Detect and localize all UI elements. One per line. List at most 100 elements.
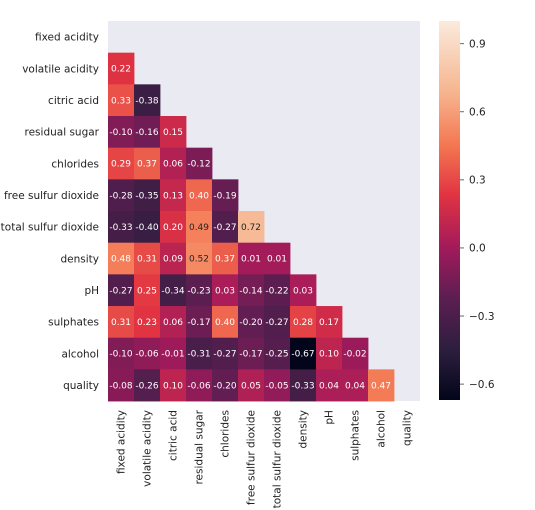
- cell-value-label: -0.38: [135, 96, 159, 106]
- colorbar-tick-label: −0.3: [469, 311, 495, 323]
- heatmap-cell-chlorides-residual-sugar: [186, 147, 213, 180]
- y-tick-labels: fixed acidity volatile acidity citric acid…: [1, 32, 100, 392]
- cell-value-label: 0.01: [241, 255, 261, 265]
- heatmap-cell-sulphates-free-sulfur-dioxide: [238, 306, 265, 339]
- x-tick-label-volatile-acidity: volatile acidity: [142, 410, 154, 487]
- heatmap-cell-density-citric-acid: [160, 242, 187, 275]
- heatmap-cell-total-sulfur-dioxide-chlorides: [212, 211, 239, 244]
- cell-value-label: 0.49: [189, 223, 209, 233]
- heatmap-cell-ph-residual-sugar: [186, 274, 213, 307]
- cell-value-label: 0.06: [163, 318, 183, 328]
- cell-value-label: -0.67: [291, 350, 314, 360]
- y-tick-label-alcohol: alcohol: [61, 348, 99, 360]
- heatmap-cell-alcohol-free-sulfur-dioxide: [238, 337, 265, 370]
- heatmap-cell-alcohol-sulphates: [342, 337, 369, 370]
- heatmap-cell-sulphates-density: [290, 306, 317, 339]
- cell-value-label: -0.01: [161, 350, 184, 360]
- cell-value-label: 0.20: [163, 223, 183, 233]
- heatmap-cell-chlorides-fixed-acidity: [108, 147, 135, 180]
- heatmap-cell-density-free-sulfur-dioxide: [238, 242, 265, 275]
- y-tick-label-quality: quality: [63, 380, 99, 392]
- x-tick-label-free-sulfur-dioxide: free sulfur dioxide: [246, 410, 258, 505]
- heatmap-cell-sulphates-citric-acid: [160, 306, 187, 339]
- heatmap-cell-chlorides-citric-acid: [160, 147, 187, 180]
- heatmap-cell-ph-volatile-acidity: [134, 274, 161, 307]
- y-tick-label-ph: pH: [84, 285, 99, 297]
- y-tick-label-total-sulfur-dioxide: total sulfur dioxide: [1, 222, 99, 234]
- cell-value-label: 0.29: [111, 160, 131, 170]
- x-tick-label-ph: pH: [324, 410, 336, 425]
- heatmap-cell-residual-sugar-volatile-acidity: [134, 116, 161, 149]
- cell-value-label: -0.17: [239, 350, 262, 360]
- cell-value-label: -0.12: [187, 160, 210, 170]
- cell-value-label: -0.17: [187, 318, 210, 328]
- cell-value-label: 0.25: [137, 286, 157, 296]
- heatmap-cell-labels: 0.220.33 -0.38-0.10 -0.16 0.150.29 0.37 0.06-…: [109, 65, 391, 392]
- cell-value-label: 0.33: [111, 96, 131, 106]
- heatmap-cell-alcohol-density: [290, 337, 317, 370]
- y-tick-label-free-sulfur-dioxide: free sulfur dioxide: [4, 190, 99, 202]
- cell-value-label: -0.08: [109, 381, 133, 391]
- cell-value-label: -0.27: [265, 318, 288, 328]
- heatmap-cell-alcohol-ph: [316, 337, 343, 370]
- cell-value-label: -0.31: [187, 350, 210, 360]
- heatmap-cell-free-sulfur-dioxide-volatile-acidity: [134, 179, 161, 212]
- cell-value-label: 0.09: [163, 255, 183, 265]
- cell-value-label: -0.05: [265, 381, 288, 391]
- heatmap-cells: [108, 52, 395, 402]
- heatmap-cell-sulphates-chlorides: [212, 306, 239, 339]
- cell-value-label: 0.10: [163, 381, 183, 391]
- heatmap-cell-residual-sugar-citric-acid: [160, 116, 187, 149]
- colorbar-tick-label: −0.6: [469, 379, 495, 391]
- heatmap-cell-free-sulfur-dioxide-residual-sugar: [186, 179, 213, 212]
- cell-value-label: 0.72: [241, 223, 261, 233]
- cell-value-label: 0.52: [189, 255, 209, 265]
- heatmap-cell-sulphates-volatile-acidity: [134, 306, 161, 339]
- heatmap-cell-ph-citric-acid: [160, 274, 187, 307]
- heatmap-cell-alcohol-residual-sugar: [186, 337, 213, 370]
- cell-value-label: 0.37: [137, 160, 157, 170]
- heatmap-cell-alcohol-chlorides: [212, 337, 239, 370]
- heatmap-cell-quality-residual-sugar: [186, 369, 213, 402]
- heatmap-cell-sulphates-total-sulfur-dioxide: [264, 306, 291, 339]
- cell-value-label: 0.13: [163, 191, 183, 201]
- cell-value-label: 0.04: [319, 381, 339, 391]
- y-tick-label-volatile-acidity: volatile acidity: [22, 63, 99, 75]
- cell-value-label: 0.37: [215, 255, 235, 265]
- cell-value-label: 0.04: [345, 381, 365, 391]
- y-tick-label-density: density: [61, 253, 100, 265]
- cell-value-label: -0.19: [213, 191, 237, 201]
- cell-value-label: -0.06: [187, 381, 211, 391]
- cell-value-label: -0.23: [187, 286, 210, 296]
- cell-value-label: -0.22: [265, 286, 288, 296]
- cell-value-label: 0.48: [111, 255, 131, 265]
- heatmap-cell-quality-sulphates: [342, 369, 369, 402]
- y-tick-label-citric-acid: citric acid: [48, 95, 99, 107]
- cell-value-label: -0.20: [239, 318, 263, 328]
- colorbar-tick-label: 0.0: [469, 243, 486, 255]
- x-tick-label-chlorides: chlorides: [220, 410, 232, 458]
- x-tick-label-quality: quality: [402, 410, 414, 446]
- heatmap-cell-total-sulfur-dioxide-free-sulfur-dioxide: [238, 211, 265, 244]
- colorbar: [439, 21, 460, 400]
- heatmap-cell-residual-sugar-fixed-acidity: [108, 116, 135, 149]
- heatmap-cell-sulphates-ph: [316, 306, 343, 339]
- heatmap-cell-alcohol-volatile-acidity: [134, 337, 161, 370]
- x-tick-label-alcohol: alcohol: [376, 410, 388, 448]
- heatmap-cell-chlorides-volatile-acidity: [134, 147, 161, 180]
- cell-value-label: 0.47: [371, 381, 391, 391]
- x-tick-labels: fixed acidity volatile acidity citric acid…: [116, 409, 414, 508]
- y-tick-label-fixed-acidity: fixed acidity: [35, 32, 99, 44]
- cell-value-label: 0.40: [215, 318, 235, 328]
- heatmap-cell-free-sulfur-dioxide-citric-acid: [160, 179, 187, 212]
- cell-value-label: 0.31: [137, 255, 157, 265]
- y-tick-label-residual-sugar: residual sugar: [25, 127, 100, 139]
- cell-value-label: -0.34: [161, 286, 185, 296]
- colorbar-tick-label: 0.3: [469, 175, 486, 187]
- heatmap-cell-quality-chlorides: [212, 369, 239, 402]
- heatmap-cell-quality-fixed-acidity: [108, 369, 135, 402]
- cell-value-label: -0.33: [109, 223, 132, 233]
- heatmap-cell-quality-alcohol: [368, 369, 395, 402]
- heatmap-cell-sulphates-residual-sugar: [186, 306, 213, 339]
